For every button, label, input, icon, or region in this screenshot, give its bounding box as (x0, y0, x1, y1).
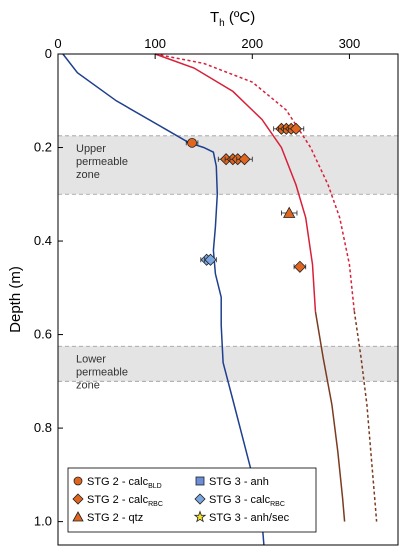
legend-label: STG 3 - calcRBC (209, 494, 285, 508)
temperature-line (62, 53, 265, 546)
axis-ticks: 0 100 200 300 0 0.2 0.4 0.6 0.8 1.0 (34, 36, 360, 529)
temperature-line (314, 311, 346, 522)
legend-box (67, 467, 317, 533)
marker-triangle (72, 511, 84, 522)
y-tick-label: 0.4 (34, 233, 52, 248)
zone-band (58, 135, 398, 195)
marker-circle (187, 137, 197, 148)
zone-band (58, 346, 398, 382)
marker-diamond (194, 493, 206, 505)
marker-diamond (293, 260, 306, 273)
x-tick-label: 0 (54, 36, 61, 51)
legend-label: STG 2 - calcBLD (87, 476, 162, 490)
y-axis-title: Depth (m) (7, 266, 24, 333)
zone-label: permeable (76, 366, 128, 378)
y-tick-label: 0 (45, 46, 52, 61)
y-tick-label: 1.0 (34, 514, 52, 529)
plot-frame (57, 53, 399, 546)
legend-label: STG 2 - qtz (87, 512, 143, 524)
marker-diamond (238, 153, 251, 166)
legend-label: STG 2 - calcRBC (87, 494, 163, 508)
marker-diamond (289, 122, 303, 135)
legend-label: STG 3 - anh (209, 476, 269, 488)
x-tick-label: 100 (144, 36, 166, 51)
y-tick-label: 0.2 (34, 140, 52, 155)
legend: STG 2 - calcBLD STG 3 - anh STG 2 - calcRB… (67, 467, 317, 533)
y-tick-label: 0.6 (34, 327, 52, 342)
zone-label: zone (76, 169, 100, 181)
marker-square (195, 476, 205, 486)
marker-diamond (72, 493, 84, 505)
temperature-curves (62, 53, 378, 546)
marker-diamond (204, 253, 217, 266)
zone-label: Upper (76, 143, 106, 155)
marker-circle (73, 476, 83, 486)
zone-label: permeable (76, 156, 128, 168)
temperature-line (353, 311, 378, 522)
marker-star (193, 510, 207, 523)
zone-label: Lower (76, 353, 106, 365)
x-axis-title: Th (ºC) (210, 9, 255, 29)
x-tick-label: 200 (241, 36, 263, 51)
legend-label: STG 3 - anh/sec (209, 512, 290, 524)
temperature-line (154, 53, 356, 312)
y-tick-label: 0.8 (34, 420, 52, 435)
x-tick-label: 300 (339, 36, 361, 51)
temperature-line (154, 53, 317, 312)
zone-label: zone (76, 379, 100, 391)
marker-triangle (283, 206, 296, 218)
